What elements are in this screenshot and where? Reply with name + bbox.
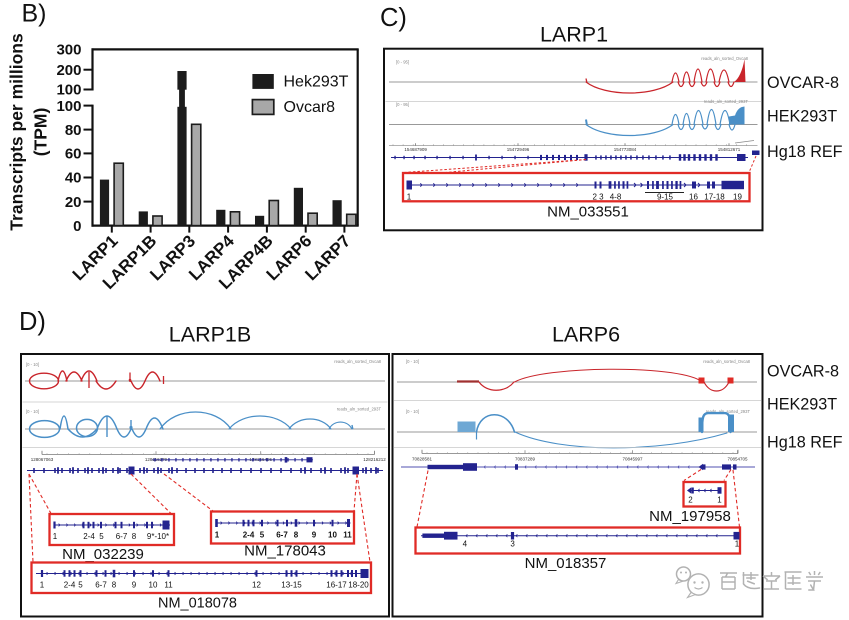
svg-text:6-7: 6-7 bbox=[116, 532, 128, 541]
svg-text:[0 - 10]: [0 - 10] bbox=[26, 362, 39, 367]
svg-text:70828581: 70828581 bbox=[412, 456, 433, 461]
svg-text:40: 40 bbox=[65, 170, 82, 187]
svg-text:0: 0 bbox=[73, 218, 81, 235]
svg-text:[0 - 95]: [0 - 95] bbox=[396, 60, 409, 65]
svg-text:2: 2 bbox=[688, 496, 693, 505]
svg-text:10: 10 bbox=[328, 531, 337, 540]
svg-text:NM_018357: NM_018357 bbox=[525, 555, 607, 572]
svg-text:NM_032239: NM_032239 bbox=[62, 546, 144, 563]
svg-text:NM_197958: NM_197958 bbox=[649, 508, 731, 525]
svg-text:2 3: 2 3 bbox=[592, 192, 604, 201]
svg-text:LARP1: LARP1 bbox=[540, 23, 608, 47]
svg-text:11: 11 bbox=[343, 531, 352, 540]
svg-text:[0 - 95]: [0 - 95] bbox=[396, 102, 409, 107]
svg-text:4-8: 4-8 bbox=[610, 192, 622, 201]
svg-text:[0 - 10]: [0 - 10] bbox=[406, 359, 419, 364]
svg-text:16-17: 16-17 bbox=[326, 581, 347, 590]
svg-text:reads_aln_sorted_293T: reads_aln_sorted_293T bbox=[706, 409, 751, 414]
svg-text:70845997: 70845997 bbox=[622, 456, 643, 461]
svg-text:Ovcar8: Ovcar8 bbox=[284, 99, 336, 116]
svg-text:20: 20 bbox=[65, 194, 82, 211]
svg-text:70854705: 70854705 bbox=[727, 456, 748, 461]
svg-text:reads_aln_sorted_Ovca8: reads_aln_sorted_Ovca8 bbox=[701, 56, 748, 61]
svg-text:C): C) bbox=[380, 4, 407, 32]
svg-text:3: 3 bbox=[510, 540, 515, 549]
svg-text:2-4: 2-4 bbox=[64, 581, 76, 590]
svg-text:154773084: 154773084 bbox=[614, 147, 637, 152]
svg-text:9: 9 bbox=[132, 581, 137, 590]
svg-text:80: 80 bbox=[65, 122, 82, 139]
svg-text:100: 100 bbox=[56, 98, 81, 115]
svg-text:HEK293T: HEK293T bbox=[767, 396, 837, 414]
svg-text:reads_aln_sorted_Ovca8: reads_aln_sorted_Ovca8 bbox=[334, 359, 381, 364]
svg-text:128067063: 128067063 bbox=[31, 457, 54, 462]
svg-text:LARP1B: LARP1B bbox=[169, 323, 251, 347]
svg-text:HEK293T: HEK293T bbox=[767, 108, 837, 126]
svg-text:9-15: 9-15 bbox=[657, 192, 674, 201]
svg-text:11: 11 bbox=[164, 581, 173, 590]
svg-text:1: 1 bbox=[53, 532, 58, 541]
svg-text:6-7: 6-7 bbox=[276, 531, 288, 540]
svg-text:1: 1 bbox=[40, 581, 45, 590]
svg-text:OVCAR-8: OVCAR-8 bbox=[767, 74, 839, 92]
svg-text:154812671: 154812671 bbox=[718, 147, 741, 152]
svg-text:B): B) bbox=[22, 0, 47, 28]
svg-text:16: 16 bbox=[689, 192, 698, 201]
svg-text:1: 1 bbox=[215, 531, 220, 540]
svg-text:[0 - 10]: [0 - 10] bbox=[406, 409, 419, 414]
svg-text:[0 - 10]: [0 - 10] bbox=[26, 409, 39, 414]
svg-text:154687909: 154687909 bbox=[404, 147, 427, 152]
svg-text:12: 12 bbox=[252, 581, 261, 590]
svg-text:1: 1 bbox=[407, 192, 412, 201]
svg-text:(TPM): (TPM) bbox=[31, 108, 51, 157]
svg-text:8: 8 bbox=[112, 581, 117, 590]
svg-text:200: 200 bbox=[56, 62, 81, 79]
svg-text:70837289: 70837289 bbox=[515, 456, 536, 461]
svg-text:128216212: 128216212 bbox=[363, 457, 386, 462]
svg-text:9: 9 bbox=[312, 531, 317, 540]
svg-text:17-18: 17-18 bbox=[704, 192, 725, 201]
svg-text:2-4: 2-4 bbox=[243, 531, 255, 540]
svg-text:6-7: 6-7 bbox=[95, 581, 107, 590]
svg-text:18-20: 18-20 bbox=[348, 581, 369, 590]
svg-text:5: 5 bbox=[260, 531, 265, 540]
svg-text:8: 8 bbox=[294, 531, 299, 540]
svg-text:13-15: 13-15 bbox=[281, 581, 302, 590]
svg-text:Hg18 REF: Hg18 REF bbox=[767, 434, 843, 452]
svg-text:NM_033551: NM_033551 bbox=[547, 204, 629, 221]
svg-text:10: 10 bbox=[149, 581, 158, 590]
svg-text:1: 1 bbox=[717, 496, 722, 505]
svg-text:reads_aln_sorted_Ovca8: reads_aln_sorted_Ovca8 bbox=[703, 359, 750, 364]
svg-text:60: 60 bbox=[65, 146, 82, 163]
svg-text:NM_018078: NM_018078 bbox=[158, 596, 237, 612]
svg-text:8: 8 bbox=[132, 532, 137, 541]
svg-text:19: 19 bbox=[733, 192, 742, 201]
svg-text:NM_178043: NM_178043 bbox=[244, 543, 326, 560]
svg-text:2-4: 2-4 bbox=[83, 532, 95, 541]
svg-text:154729496: 154729496 bbox=[507, 147, 530, 152]
svg-text:5: 5 bbox=[99, 532, 104, 541]
svg-text:Hg18 REF: Hg18 REF bbox=[767, 143, 843, 161]
svg-text:1: 1 bbox=[735, 540, 740, 549]
svg-text:9*-10*: 9*-10* bbox=[147, 532, 169, 541]
svg-text:100: 100 bbox=[56, 82, 81, 99]
svg-text:Transcripts per millions: Transcripts per millions bbox=[7, 33, 27, 231]
svg-text:5: 5 bbox=[78, 581, 83, 590]
svg-text:D): D) bbox=[19, 308, 46, 336]
svg-text:Hek293T: Hek293T bbox=[284, 74, 349, 91]
svg-text:300: 300 bbox=[56, 42, 81, 59]
svg-text:reads_aln_sorted_293T: reads_aln_sorted_293T bbox=[704, 99, 749, 104]
svg-text:reads_aln_sorted_293T: reads_aln_sorted_293T bbox=[337, 407, 382, 412]
svg-text:OVCAR-8: OVCAR-8 bbox=[767, 363, 839, 381]
svg-text:LARP6: LARP6 bbox=[552, 323, 620, 347]
svg-text:4: 4 bbox=[463, 540, 468, 549]
